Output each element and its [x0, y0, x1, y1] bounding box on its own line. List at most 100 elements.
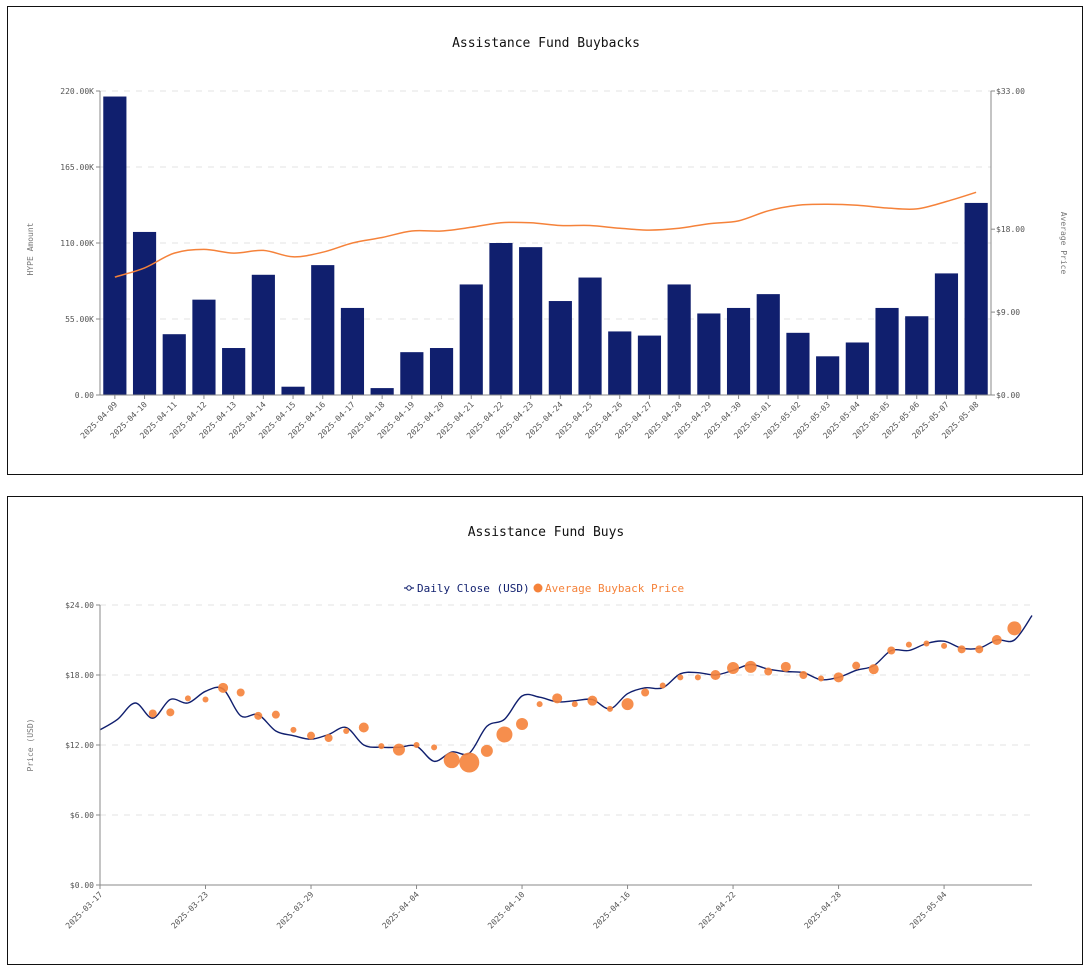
- bar: [905, 316, 929, 395]
- buyback-point: [868, 664, 879, 675]
- bar: [251, 274, 275, 395]
- bar: [726, 307, 751, 395]
- x-tick-label: 2025-05-04: [908, 890, 949, 931]
- buys-chart: Assistance Fund Buys Daily Close (USD) A…: [26, 525, 1033, 931]
- bar: [964, 202, 988, 395]
- buyback-point: [744, 660, 757, 673]
- buyback-point: [536, 701, 543, 708]
- buyback-point: [694, 674, 701, 681]
- buyback-point: [480, 744, 493, 757]
- buyback-point: [254, 711, 263, 720]
- buybacks-chart: Assistance Fund Buybacks HYPE Amount Ave…: [26, 36, 1068, 440]
- bar: [222, 348, 246, 395]
- buyback-point: [516, 718, 529, 730]
- chart-title: Assistance Fund Buybacks: [452, 36, 640, 51]
- bar: [786, 332, 810, 395]
- buyback-point: [184, 695, 191, 702]
- y2-tick-label: $33.00: [996, 87, 1025, 96]
- buyback-point: [496, 726, 513, 743]
- bar: [370, 388, 394, 395]
- bar: [637, 335, 662, 395]
- bar: [816, 356, 840, 395]
- buyback-point: [606, 705, 613, 712]
- chart-title: Assistance Fund Buys: [468, 525, 625, 540]
- buys-chart-panel: Assistance Fund Buys Daily Close (USD) A…: [7, 496, 1083, 965]
- bar: [667, 284, 691, 395]
- bar: [845, 342, 869, 395]
- y2-axis-label: Average Price: [1059, 212, 1068, 275]
- y-tick-label: $24.00: [65, 601, 94, 610]
- legend-close-label[interactable]: Daily Close (USD): [417, 582, 530, 595]
- bar: [608, 331, 632, 395]
- buyback-point: [587, 695, 598, 706]
- y2-tick-label: $9.00: [996, 308, 1020, 317]
- buyback-point: [764, 667, 773, 676]
- buyback-point: [358, 722, 369, 733]
- bar: [578, 277, 602, 395]
- y-tick-label: $6.00: [70, 811, 94, 820]
- bar: [400, 352, 424, 395]
- buyback-point: [659, 682, 666, 689]
- bar: [519, 247, 543, 395]
- buyback-point: [641, 688, 650, 697]
- bar: [934, 273, 959, 395]
- bar: [548, 301, 572, 395]
- buyback-point: [991, 635, 1002, 645]
- bar: [132, 231, 157, 395]
- bar: [162, 334, 186, 395]
- buyback-point: [780, 661, 791, 672]
- bar: [192, 299, 216, 395]
- y2-tick-label: $18.00: [996, 225, 1025, 234]
- buybacks-chart-panel: Assistance Fund Buybacks HYPE Amount Ave…: [7, 6, 1083, 475]
- average-price-line: [114, 191, 977, 278]
- y-tick-label: $18.00: [65, 671, 94, 680]
- y-tick-label: 55.00K: [65, 315, 94, 324]
- buyback-point: [852, 661, 861, 670]
- buyback-point: [905, 641, 912, 648]
- y-tick-label: 165.00K: [60, 163, 94, 172]
- bar: [311, 265, 335, 395]
- bar: [697, 313, 721, 395]
- y-axis-label: Price (USD): [26, 719, 35, 772]
- legend-buyback-label[interactable]: Average Buyback Price: [545, 582, 684, 595]
- buyback-point: [459, 752, 480, 773]
- x-tick-label: 2025-03-23: [169, 890, 210, 931]
- x-tick-label: 2025-04-22: [697, 890, 738, 931]
- bar: [489, 243, 513, 395]
- bar: [756, 294, 780, 395]
- buyback-point: [271, 710, 280, 719]
- buyback-point: [148, 709, 157, 718]
- buyback-point: [202, 696, 209, 703]
- y-tick-label: $12.00: [65, 741, 94, 750]
- buyback-point: [166, 708, 175, 717]
- buyback-point: [887, 646, 896, 655]
- y-axis-label: HYPE Amount: [26, 222, 35, 275]
- x-tick-label: 2025-04-04: [381, 890, 422, 931]
- x-tick-label: 2025-04-28: [803, 890, 844, 931]
- buyback-point: [307, 731, 316, 740]
- bar: [459, 284, 483, 395]
- buyback-point: [941, 642, 948, 649]
- buyback-point: [817, 675, 824, 682]
- x-tick-label: 2025-04-16: [592, 890, 633, 931]
- buyback-point: [392, 743, 405, 756]
- buyback-point: [833, 672, 844, 683]
- x-tick-label: 2025-04-10: [486, 890, 527, 931]
- buyback-point: [1007, 621, 1022, 636]
- buyback-point: [621, 698, 634, 711]
- buyback-point: [552, 693, 563, 704]
- legend-buyback-swatch: [533, 583, 543, 593]
- y-tick-label: $0.00: [70, 881, 94, 890]
- bar: [875, 307, 899, 395]
- bar: [281, 386, 305, 395]
- buyback-point: [727, 662, 740, 674]
- y2-tick-label: $0.00: [996, 391, 1020, 400]
- y-tick-label: 0.00: [75, 391, 94, 400]
- buyback-point: [799, 671, 808, 679]
- buyback-point: [431, 744, 438, 751]
- buyback-point: [957, 645, 966, 654]
- legend-close-marker: [406, 585, 412, 591]
- legend[interactable]: Daily Close (USD) Average Buyback Price: [404, 582, 684, 595]
- buyback-point: [571, 701, 578, 708]
- bar: [103, 96, 127, 395]
